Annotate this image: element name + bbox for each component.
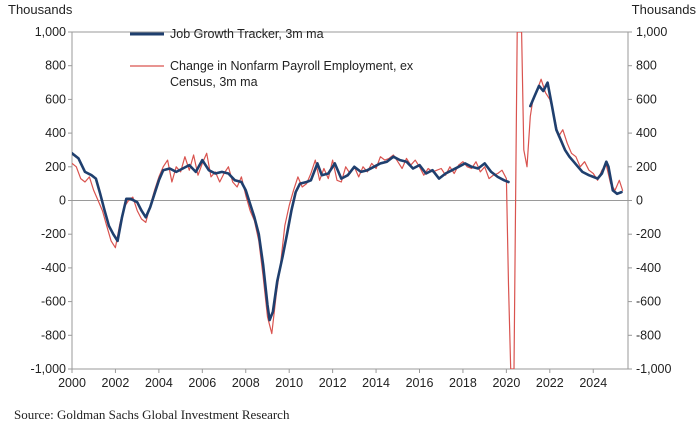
x-tick-label: 2018: [449, 376, 477, 390]
y-tick-label-left: -400: [41, 261, 66, 275]
x-tick-label: 2000: [58, 376, 86, 390]
y-tick-label-right: -400: [636, 261, 661, 275]
x-tick-label: 2014: [362, 376, 390, 390]
y-tick-label-right: 1,000: [636, 25, 667, 39]
y-tick-label-right: -600: [636, 295, 661, 309]
y-tick-label-right: 600: [636, 92, 657, 106]
y-tick-label-right: 200: [636, 160, 657, 174]
y-tick-label-left: -200: [41, 227, 66, 241]
series-line-job-growth-tracker: [72, 81, 623, 322]
left-axis-unit-label: Thousands: [8, 2, 73, 17]
y-tick-label-left: 600: [45, 92, 66, 106]
x-tick-label: 2004: [145, 376, 173, 390]
x-tick-label: 2012: [319, 376, 347, 390]
x-tick-label: 2016: [406, 376, 434, 390]
x-tick-label: 2024: [579, 376, 607, 390]
source-note: Source: Goldman Sachs Global Investment …: [14, 407, 290, 422]
y-tick-label-right: 0: [636, 194, 643, 208]
y-tick-label-left: -600: [41, 295, 66, 309]
legend: Job Growth Tracker, 3m ma Change in Nonf…: [130, 27, 414, 89]
legend-label-job-growth-tracker: Job Growth Tracker, 3m ma: [170, 27, 324, 41]
y-tick-label-right: -1,000: [636, 362, 671, 376]
x-tick-label: 2002: [102, 376, 130, 390]
y-tick-label-left: 1,000: [35, 25, 66, 39]
legend-label-nonfarm-payroll-line-2: Census, 3m ma: [170, 75, 258, 89]
y-tick-label-left: -800: [41, 328, 66, 342]
x-tick-label: 2022: [536, 376, 564, 390]
y-tick-label-left: 200: [45, 160, 66, 174]
right-axis-unit-label: Thousands: [632, 2, 697, 17]
series-layer: [72, 32, 624, 369]
x-tick-label: 2020: [492, 376, 520, 390]
y-tick-label-left: 400: [45, 126, 66, 140]
y-tick-label-right: 400: [636, 126, 657, 140]
x-tick-label: 2006: [188, 376, 216, 390]
y-tick-label-left: -1,000: [31, 362, 66, 376]
y-tick-label-right: -200: [636, 227, 661, 241]
y-tick-label-right: 800: [636, 59, 657, 73]
y-tick-label-left: 0: [59, 194, 66, 208]
y-tick-label-right: -800: [636, 328, 661, 342]
legend-label-nonfarm-payroll-line-1: Change in Nonfarm Payroll Employment, ex: [170, 59, 414, 73]
x-tick-label: 2008: [232, 376, 260, 390]
x-tick-label: 2010: [275, 376, 303, 390]
y-tick-label-left: 800: [45, 59, 66, 73]
